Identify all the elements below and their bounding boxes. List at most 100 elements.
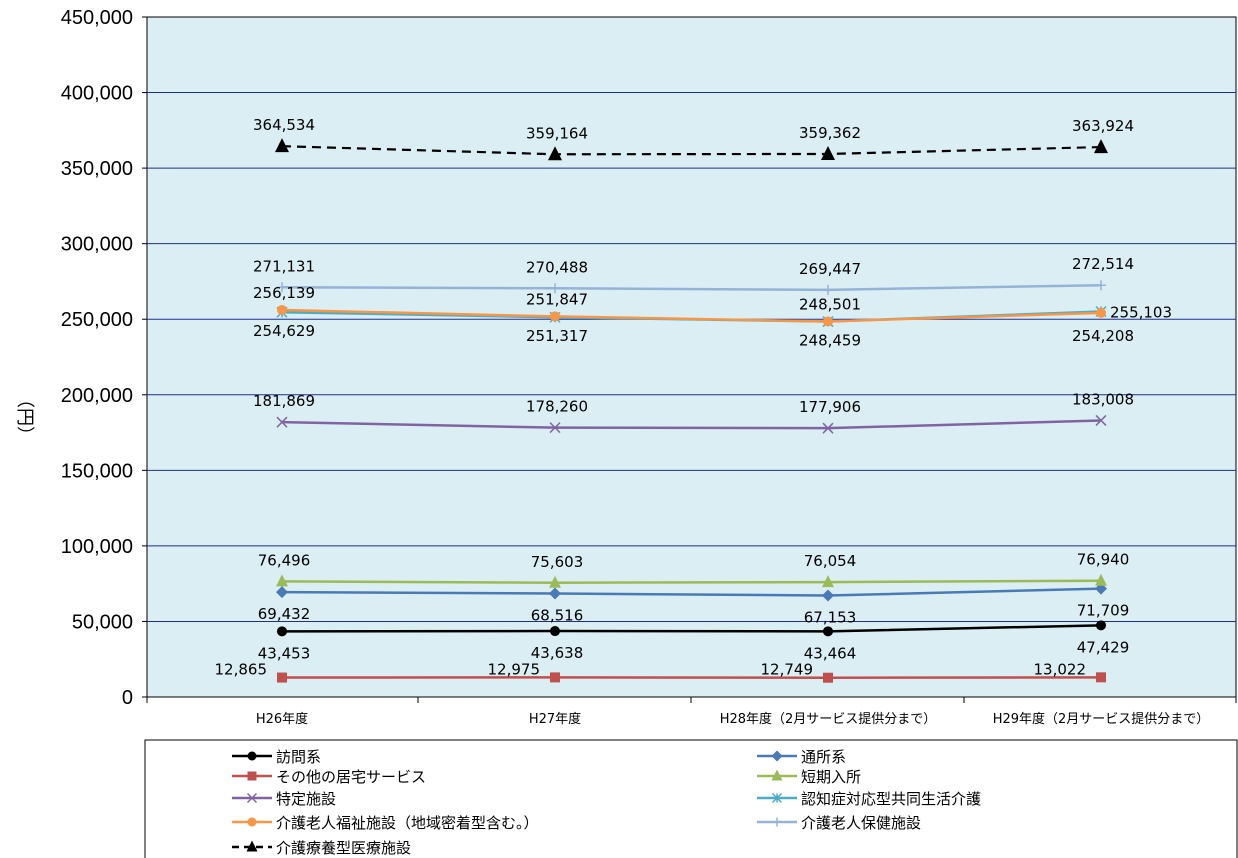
y-tick-label: 250,000 [61, 309, 133, 331]
data-label: 76,940 [1077, 551, 1130, 569]
data-point [1094, 139, 1108, 154]
y-tick-label: 100,000 [61, 536, 133, 558]
data-label: 363,924 [1072, 117, 1134, 135]
data-point [823, 672, 833, 683]
legend-swatch-marker [246, 840, 258, 852]
data-label: 43,464 [804, 644, 857, 662]
legend-swatch-marker [772, 817, 782, 827]
y-axis-title: （円） [14, 390, 35, 444]
data-point [275, 138, 289, 153]
data-label: 181,869 [253, 392, 315, 410]
data-point [822, 575, 834, 588]
legend-item: 訪問系 [232, 748, 321, 766]
data-label: 71,709 [1077, 602, 1130, 620]
data-label: 43,638 [531, 644, 584, 662]
data-point [1095, 414, 1107, 426]
data-point [548, 146, 562, 161]
data-label: 177,906 [799, 398, 861, 416]
data-label: 183,008 [1072, 390, 1134, 408]
legend-label: 介護老人保健施設 [801, 814, 921, 832]
data-label: 12,975 [488, 660, 541, 678]
x-tick-label: H26年度 [256, 711, 308, 727]
legend-item: 通所系 [757, 748, 846, 766]
legend-item: 介護老人福祉施設（地域密着型含む。） [232, 814, 539, 832]
series-6 [277, 304, 1106, 327]
data-point [822, 422, 834, 434]
y-tick-label: 450,000 [61, 7, 133, 29]
legend-swatch-marker [247, 817, 257, 827]
data-point [550, 283, 560, 294]
series-1 [276, 582, 1107, 602]
legend-label: 特定施設 [276, 790, 336, 808]
data-point [276, 574, 288, 587]
data-label: 255,103 [1110, 304, 1172, 322]
data-label: 76,054 [804, 552, 857, 570]
legend-item: その他の居宅サービス [232, 768, 426, 786]
series-0 [277, 620, 1106, 637]
y-tick-label: 400,000 [61, 83, 133, 105]
data-label: 271,131 [253, 257, 315, 275]
legend-swatch-marker [246, 792, 258, 804]
series-3 [276, 573, 1107, 588]
data-label: 269,447 [799, 260, 861, 278]
y-tick-label: 300,000 [61, 234, 133, 256]
data-label: 13,022 [1034, 660, 1087, 678]
data-point [276, 586, 288, 599]
legend-item: 短期入所 [757, 768, 861, 786]
data-point [549, 587, 561, 600]
y-tick-label: 0 [122, 687, 133, 709]
data-point [1095, 573, 1107, 586]
data-label: 43,453 [258, 644, 311, 662]
data-point [822, 589, 834, 602]
legend-swatch-marker [771, 750, 783, 762]
x-tick-label: H27年度 [529, 711, 581, 727]
y-tick-label: 200,000 [61, 385, 133, 407]
legend-swatch-marker [247, 771, 257, 781]
data-label: 256,139 [253, 284, 315, 302]
data-label: 359,362 [799, 124, 861, 142]
legend-swatch-marker [771, 792, 783, 804]
data-point [550, 626, 560, 637]
data-point [550, 311, 560, 322]
series-2 [277, 672, 1106, 683]
data-label: 359,164 [526, 124, 588, 142]
series-8 [275, 138, 1108, 161]
data-label: 364,534 [253, 116, 315, 134]
data-point [277, 626, 287, 637]
data-label: 272,514 [1072, 255, 1134, 273]
data-point [276, 416, 288, 428]
plot-area [146, 16, 1237, 698]
data-label: 76,496 [258, 551, 311, 569]
data-label: 47,429 [1077, 638, 1130, 656]
data-label: 75,603 [531, 553, 584, 571]
data-point [823, 626, 833, 637]
data-point [549, 422, 561, 434]
data-label: 254,208 [1072, 327, 1134, 345]
series-line [281, 587, 1102, 597]
y-tick-label: 150,000 [61, 460, 133, 482]
series-line [281, 145, 1102, 156]
data-label: 12,749 [761, 661, 814, 679]
data-label: 251,317 [526, 327, 588, 345]
legend-label: 訪問系 [276, 748, 321, 766]
legend-box [144, 739, 1238, 858]
data-label: 270,488 [526, 258, 588, 276]
series-line [281, 283, 1102, 292]
data-label: 12,865 [215, 661, 268, 679]
data-label: 69,432 [258, 605, 311, 623]
series-7 [277, 280, 1106, 295]
data-label: 248,459 [799, 332, 861, 350]
y-tick-label: 50,000 [72, 611, 133, 633]
data-label: 67,153 [804, 609, 857, 627]
data-point [550, 672, 560, 683]
series-4 [276, 414, 1107, 434]
data-point [277, 304, 287, 315]
data-point [549, 575, 561, 588]
legend-item: 介護療養型医療施設 [232, 839, 411, 857]
y-tick-label: 350,000 [61, 158, 133, 180]
data-label: 254,629 [253, 322, 315, 340]
legend-swatch-marker [771, 769, 783, 781]
legend-item: 特定施設 [232, 790, 336, 808]
data-point [1096, 280, 1106, 291]
